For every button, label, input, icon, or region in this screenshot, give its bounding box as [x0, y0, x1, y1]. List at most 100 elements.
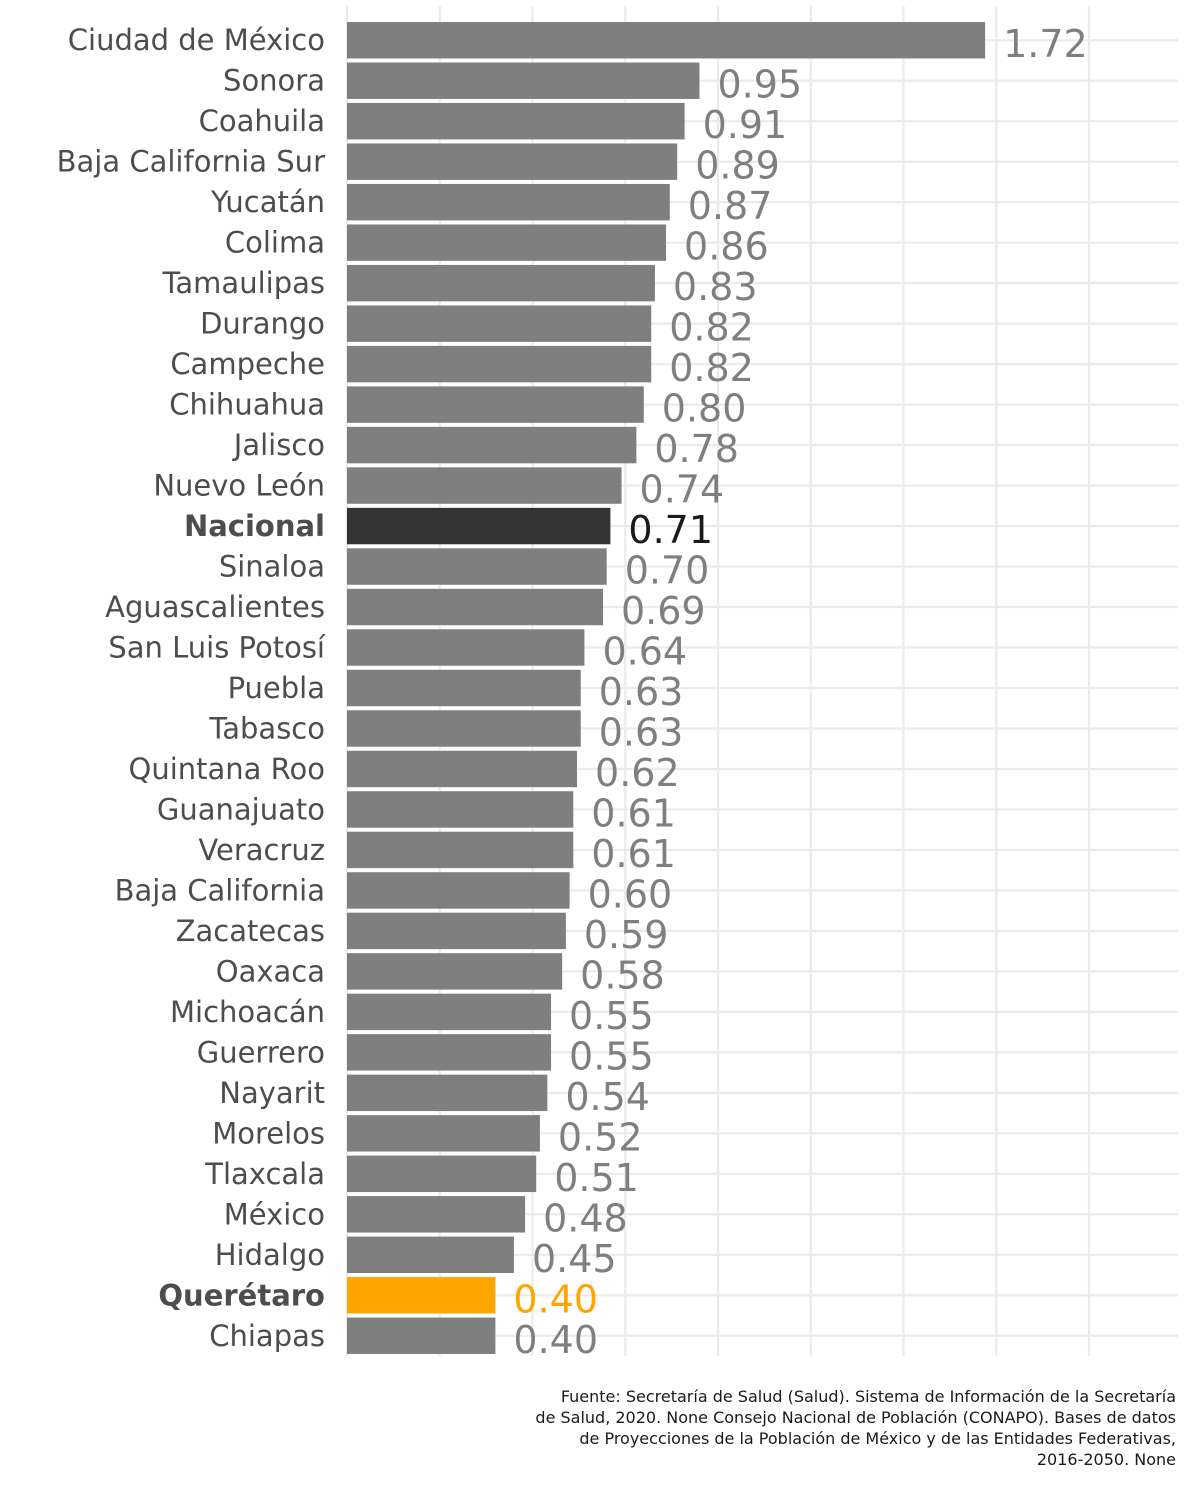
value-label: 0.82: [669, 306, 754, 350]
bar: [347, 993, 552, 1031]
caption-line: de Proyecciones de la Población de Méxic…: [579, 1429, 1176, 1448]
value-label: 0.55: [569, 994, 654, 1038]
bar: [347, 1034, 552, 1071]
value-label: 0.82: [669, 346, 754, 390]
value-label: 0.87: [688, 184, 773, 228]
value-label: 0.62: [595, 751, 680, 795]
value-label: 0.55: [569, 1034, 654, 1078]
bar: [347, 791, 574, 828]
category-label: Baja California Sur: [57, 145, 325, 179]
category-label: Chihuahua: [169, 388, 325, 422]
bar: [347, 1236, 514, 1274]
bar: [347, 548, 607, 585]
category-label: Hidalgo: [215, 1238, 325, 1272]
bar: [347, 629, 585, 666]
bar: [347, 305, 652, 342]
value-label: 0.89: [695, 144, 780, 188]
bar: [347, 264, 655, 302]
category-label: México: [224, 1197, 325, 1231]
value-label: 0.80: [662, 387, 747, 431]
value-label: 0.52: [558, 1115, 643, 1159]
value-label: 0.59: [584, 913, 669, 957]
bar: [347, 872, 570, 909]
value-label: 0.48: [543, 1196, 628, 1240]
category-label: Campeche: [170, 347, 325, 381]
value-label: 0.63: [599, 710, 684, 754]
category-label: Sinaloa: [219, 550, 325, 584]
bar: [347, 143, 678, 180]
category-label: Nuevo León: [153, 469, 325, 503]
value-label: 0.91: [703, 103, 788, 147]
bar: [347, 588, 603, 626]
bar: [347, 426, 637, 464]
value-label: 0.60: [588, 872, 673, 916]
category-label: Jalisco: [232, 428, 325, 462]
bar: [347, 102, 685, 140]
value-label: 0.63: [599, 670, 684, 714]
category-label: Chiapas: [209, 1319, 325, 1353]
caption-line: de Salud, 2020. None Consejo Nacional de…: [535, 1408, 1176, 1427]
value-label: 0.45: [532, 1237, 617, 1281]
category-label: Oaxaca: [216, 954, 325, 988]
category-label: Guerrero: [197, 1035, 325, 1069]
bar: [347, 345, 652, 383]
value-label: 0.51: [554, 1156, 639, 1200]
value-label: 0.83: [673, 265, 758, 309]
bar: [347, 1155, 537, 1193]
bar-chart: Ciudad de México Sonora Coahuila Baja Calif…: [57, 6, 1178, 1362]
category-label: Michoacán: [170, 995, 325, 1029]
value-label: 0.95: [717, 63, 802, 107]
bar: [347, 1317, 496, 1354]
caption-line: Fuente: Secretaría de Salud (Salud). Sis…: [560, 1387, 1176, 1406]
category-label: Baja California: [115, 873, 325, 907]
bar: [347, 224, 667, 261]
bar: [347, 1074, 548, 1112]
value-label: 0.40: [513, 1318, 598, 1362]
value-label: 0.40: [513, 1277, 598, 1321]
category-label: Colima: [225, 226, 325, 260]
value-label: 0.69: [621, 589, 706, 633]
category-label: Quintana Roo: [129, 752, 326, 786]
bar: [347, 183, 670, 221]
source-caption: Fuente: Secretaría de Salud (Salud). Sis…: [416, 1386, 1176, 1470]
value-label: 0.61: [591, 832, 676, 876]
bar: [347, 1196, 526, 1233]
bar: [347, 710, 581, 747]
category-labels: Ciudad de México Sonora Coahuila Baja Calif…: [57, 23, 326, 1353]
bar: [347, 912, 566, 950]
value-label: 0.78: [654, 427, 739, 471]
bar: [347, 831, 574, 869]
bar: [347, 467, 622, 504]
category-label: Ciudad de México: [68, 23, 325, 57]
category-label: San Luis Potosí: [108, 631, 326, 665]
value-label: 0.64: [602, 630, 687, 674]
category-label: Guanajuato: [157, 792, 325, 826]
value-label: 0.54: [565, 1075, 650, 1119]
category-label: Nacional: [184, 509, 325, 543]
bar: [347, 669, 581, 707]
value-label: 0.61: [591, 791, 676, 835]
category-label: Durango: [200, 307, 325, 341]
category-label: Tamaulipas: [162, 266, 326, 300]
category-label: Sonora: [223, 64, 325, 98]
bar: [347, 1277, 496, 1314]
value-label: 0.74: [640, 468, 725, 512]
bar: [347, 507, 611, 545]
category-label: Veracruz: [198, 833, 325, 867]
bar: [347, 953, 563, 990]
value-label: 0.86: [684, 225, 769, 269]
category-label: Aguascalientes: [105, 590, 325, 624]
category-label: Nayarit: [219, 1076, 325, 1110]
value-labels: 1.720.950.910.890.870.860.830.820.820.80…: [513, 22, 1087, 1362]
bar: [347, 750, 578, 788]
category-label: Tlaxcala: [204, 1157, 325, 1191]
category-label: Zacatecas: [176, 914, 325, 948]
category-label: Yucatán: [210, 185, 325, 219]
bar: [347, 22, 986, 59]
value-label: 0.70: [625, 549, 710, 593]
category-label: Tabasco: [208, 711, 325, 745]
value-label: 0.71: [628, 508, 713, 552]
category-label: Puebla: [228, 671, 325, 705]
category-label: Coahuila: [199, 104, 325, 138]
bars: [347, 22, 986, 1354]
